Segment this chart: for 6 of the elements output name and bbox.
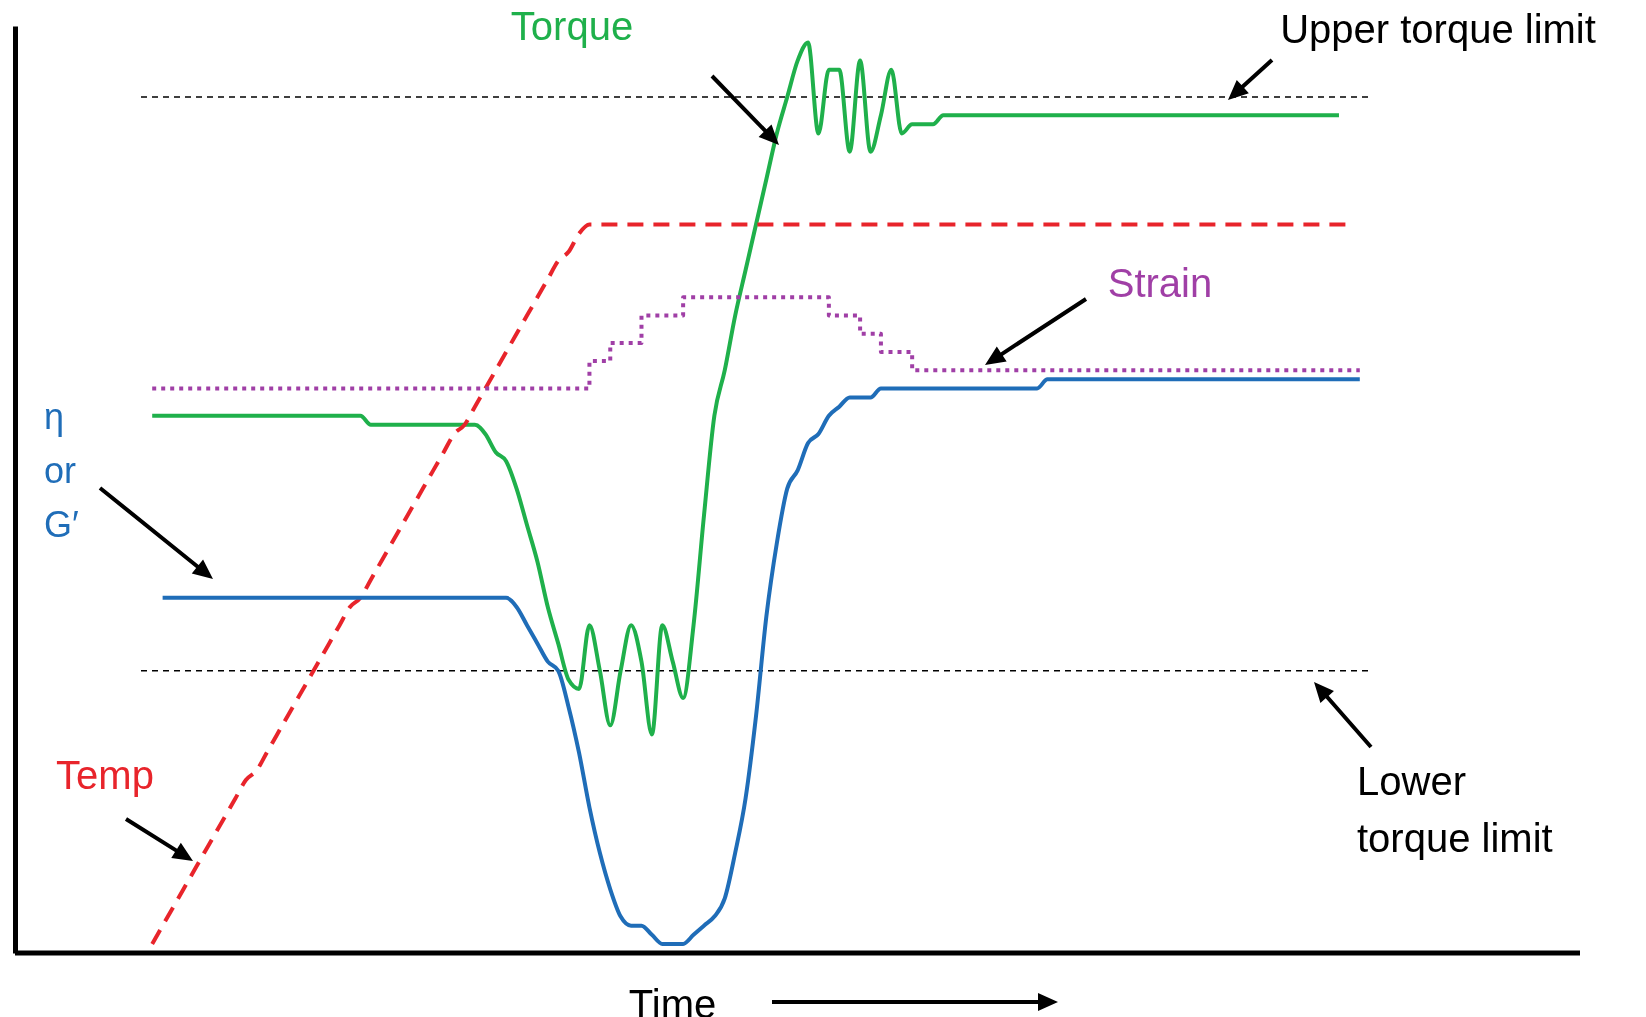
text: η or G′	[44, 396, 79, 545]
series-label: Strain	[1107, 261, 1213, 305]
legend-label: Lower torque limit	[1357, 759, 1553, 860]
series-label: Temp	[56, 753, 154, 797]
ref-line-label: Upper torque limit	[1280, 7, 1596, 51]
text: Torque	[510, 4, 634, 48]
